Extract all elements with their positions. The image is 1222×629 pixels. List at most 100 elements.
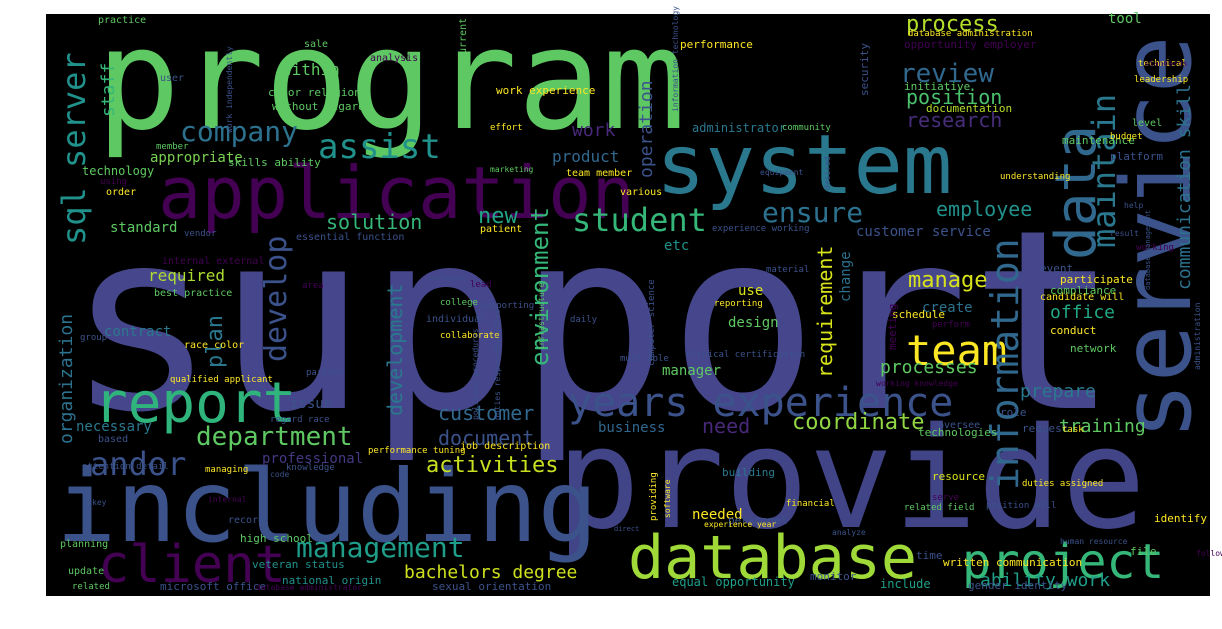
word-college: college	[440, 298, 478, 308]
word-area: area	[302, 281, 324, 291]
word-customer-service: customer service	[856, 224, 991, 240]
word-community: community	[782, 123, 831, 133]
word-providing: providing	[649, 472, 659, 521]
word-member: member	[156, 142, 189, 152]
word-new: new	[478, 204, 518, 229]
word-attention-detail: attention detail	[82, 462, 169, 472]
word-student: student	[572, 201, 707, 239]
word-maintain: maintain	[1085, 94, 1123, 248]
word-tool: tool	[1108, 11, 1142, 27]
word-managing: managing	[205, 465, 248, 475]
word-level: level	[1132, 118, 1162, 129]
word-key: key	[92, 498, 107, 507]
word-administrator: administrator	[692, 121, 786, 135]
word-plan: plan	[203, 315, 228, 368]
word-network: network	[1070, 342, 1117, 355]
word-prepare: prepare	[1020, 381, 1096, 402]
word-microsoft-office: microsoft office	[160, 580, 266, 593]
word-application: application	[158, 151, 635, 235]
word-clinical-certification: clinical certification	[686, 350, 805, 360]
word-team-member: team member	[566, 168, 632, 179]
word-years-experience: years experience	[568, 380, 953, 426]
word-task: task	[1062, 425, 1084, 435]
word-duties-assigned: duties assigned	[1022, 479, 1103, 489]
word-marketing: marketing	[490, 165, 534, 174]
word-team: team	[906, 326, 1007, 375]
word-budget: budget	[1110, 132, 1143, 142]
word-sale: sale	[304, 39, 328, 50]
word-patient: patient	[480, 224, 522, 235]
word-personnel: personnel	[728, 514, 788, 527]
word-technology: technology	[82, 164, 154, 178]
word-material: material	[766, 265, 809, 275]
word-etc: etc	[664, 238, 689, 254]
word-database-management: database management	[1144, 210, 1152, 290]
word-office: office	[1050, 302, 1115, 323]
word-project: project	[962, 534, 1164, 590]
word-employee: employee	[936, 197, 1032, 221]
word-process: process	[906, 12, 999, 37]
word-database-administrator: database administrator	[256, 583, 362, 592]
word-work: work	[572, 120, 616, 141]
word-support: support	[66, 176, 1120, 467]
word-monitor: monitor	[810, 570, 857, 583]
word-analyze: analyze	[832, 528, 866, 537]
word-desired: desired	[823, 156, 832, 190]
word-data: data	[1044, 125, 1109, 260]
word-best-practice: best practice	[154, 288, 232, 299]
word-andor: andor	[90, 445, 186, 483]
word-processes: processes	[880, 357, 978, 378]
word-coordinate: coordinate	[792, 410, 924, 435]
word-participate: participate	[1060, 273, 1133, 286]
word-candidate-will: candidate will	[1040, 292, 1124, 303]
word-user: user	[160, 73, 184, 84]
word-code: code	[270, 470, 289, 479]
word-based: based	[98, 434, 128, 445]
word-bachelors-degree: bachelors degree	[404, 562, 577, 583]
word-requirement: requirement	[813, 246, 837, 378]
word-include: include	[880, 577, 931, 591]
word-provide: provide	[556, 398, 1146, 561]
word-veteran-status: veteran status	[252, 558, 345, 571]
word-position: position	[906, 85, 1002, 109]
word-written-communication: written communication	[943, 556, 1082, 569]
word-standard: standard	[110, 220, 177, 236]
word-working-knowledge: working knowledge	[876, 379, 958, 388]
word-change: change	[838, 251, 854, 302]
word-lead: lead	[470, 280, 492, 290]
word-communication-skill: communication skill	[1174, 84, 1195, 290]
word-computer-science: computer science	[647, 279, 657, 366]
word-experience-year: experience year	[704, 520, 776, 529]
word-technologies: technologies	[918, 426, 997, 439]
word-file: file	[1130, 545, 1157, 558]
word-contract: contract	[104, 324, 171, 340]
word-sexual-orientation: sexual orientation	[432, 580, 551, 593]
word-analysis: analysis	[370, 53, 418, 64]
word-professional: professional	[262, 451, 363, 467]
word-research: research	[906, 108, 1002, 132]
word-platform: platform	[1110, 150, 1163, 163]
word-effort: effort	[490, 123, 523, 133]
word-service: service	[1101, 35, 1213, 440]
word-issue: issue	[290, 396, 332, 412]
word-review: review	[900, 59, 994, 89]
word-identify: identify	[1154, 512, 1207, 525]
word-race-color: race color	[184, 340, 244, 351]
word-develop: develop	[259, 236, 294, 362]
word-assist: assist	[318, 127, 441, 167]
word-performance: performance	[680, 38, 753, 51]
word-financial: financial	[786, 499, 835, 509]
word-internal: internal	[208, 495, 247, 504]
word-operation: operation	[636, 80, 657, 178]
word-partner: partner	[306, 368, 345, 378]
word-regard-race: regard race	[270, 415, 330, 425]
word-system: system	[656, 118, 952, 213]
word-customer: customer	[438, 401, 534, 425]
word-duties-responsibilities: duties responsibilities	[493, 309, 502, 420]
word-information: information	[983, 238, 1027, 490]
word-various: various	[620, 187, 662, 198]
word-role: role	[1000, 406, 1027, 419]
word-environment: environment	[526, 207, 554, 366]
word-update: update	[68, 566, 104, 577]
